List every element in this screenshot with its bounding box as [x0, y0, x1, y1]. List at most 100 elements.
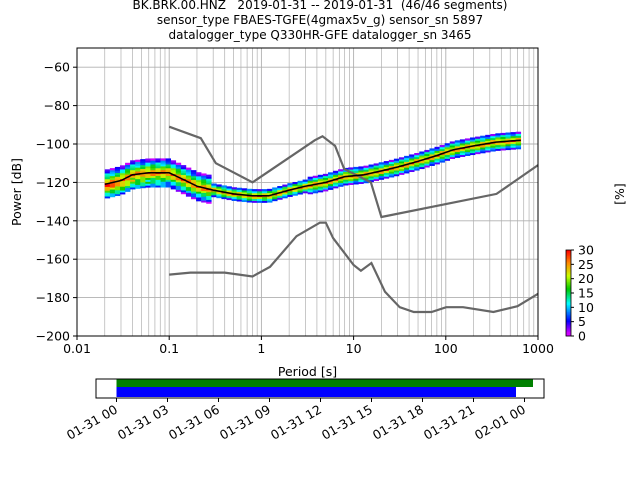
colorbar-segment	[566, 265, 571, 268]
heatmap-cell	[226, 197, 232, 201]
heatmap-cell	[256, 200, 263, 203]
heatmap-cell	[510, 145, 516, 148]
heatmap-cell	[475, 138, 481, 141]
heatmap-cell	[414, 164, 420, 167]
heatmap-cell	[241, 192, 248, 195]
heatmap-cell	[338, 169, 344, 172]
heatmap-cell	[170, 162, 177, 165]
heatmap-cell	[358, 172, 364, 175]
heatmap-cell	[145, 168, 151, 171]
heatmap-cell	[145, 181, 151, 184]
heatmap-cell	[216, 188, 222, 191]
heatmap-cell	[175, 181, 182, 185]
heatmap-cell	[485, 136, 491, 139]
heatmap-cell	[256, 196, 263, 200]
y-tick-label: −140	[36, 213, 70, 228]
heatmap-cell	[201, 179, 207, 182]
heatmap-cell	[419, 161, 425, 164]
heatmap-cell	[135, 180, 141, 184]
heatmap-cell	[368, 179, 374, 183]
heatmap-cell	[459, 145, 466, 148]
heatmap-cell	[160, 162, 166, 165]
heatmap-cell	[378, 168, 385, 171]
heatmap-cell	[155, 173, 161, 176]
heatmap-cell	[170, 169, 177, 173]
heatmap-cell	[155, 158, 161, 161]
heatmap-cell	[419, 157, 425, 160]
heatmap-cell	[307, 182, 314, 185]
heatmap-cell	[292, 191, 298, 194]
heatmap-cell	[429, 152, 435, 155]
heatmap-cell	[130, 166, 136, 169]
heatmap-cell	[343, 183, 349, 186]
heatmap-cell	[515, 137, 522, 140]
colorbar-segment	[566, 333, 571, 335]
heatmap-cell	[333, 170, 339, 173]
heatmap-cell	[373, 172, 380, 176]
heatmap-cell	[206, 201, 212, 204]
heatmap-cell	[414, 156, 420, 160]
heatmap-cell	[196, 197, 202, 200]
heatmap-cell	[145, 175, 151, 179]
heatmap-cell	[201, 196, 207, 199]
heatmap-cell	[165, 168, 172, 171]
heatmap-cell	[140, 174, 146, 177]
heatmap-cell	[170, 175, 177, 178]
heatmap-cell	[444, 156, 451, 159]
heatmap-cell	[256, 191, 263, 194]
heatmap-cell	[160, 185, 166, 188]
heatmap-cell	[180, 184, 187, 187]
heatmap-cell	[165, 164, 172, 167]
heatmap-cell	[302, 183, 308, 186]
heatmap-cell	[135, 163, 141, 166]
heatmap-cell	[190, 170, 197, 173]
heatmap-cell	[297, 184, 303, 187]
heatmap-cell	[206, 197, 212, 200]
heatmap-cell	[480, 135, 486, 138]
heatmap-cell	[490, 137, 496, 141]
heatmap-cell	[495, 135, 501, 138]
heatmap-cell	[378, 175, 385, 178]
colorbar-segment	[566, 250, 571, 252]
heatmap-cell	[135, 184, 141, 187]
heatmap-cell	[251, 196, 258, 200]
heatmap-cell	[358, 181, 364, 184]
heatmap-cell	[414, 153, 420, 156]
heatmap-cell	[398, 168, 405, 172]
heatmap-cell	[449, 152, 456, 156]
heatmap-cell	[119, 176, 126, 180]
heatmap-cell	[175, 183, 182, 187]
heatmap-cell	[398, 166, 405, 170]
heatmap-cell	[170, 177, 177, 180]
colorbar-segment	[566, 254, 571, 257]
heatmap-cell	[160, 160, 166, 163]
heatmap-cell	[424, 155, 430, 158]
heatmap-cell	[393, 162, 400, 165]
heatmap-cell	[236, 197, 243, 200]
heatmap-cell	[140, 184, 146, 187]
heatmap-cell	[317, 178, 324, 181]
heatmap-cell	[130, 177, 136, 180]
heatmap-cell	[500, 136, 506, 139]
heatmap-cell	[383, 174, 390, 177]
heatmap-cell	[353, 176, 359, 179]
heatmap-cell	[353, 170, 359, 173]
heatmap-cell	[119, 190, 126, 193]
heatmap-cell	[495, 148, 501, 151]
heatmap-cell	[388, 173, 395, 176]
heatmap-cell	[196, 191, 202, 194]
heatmap-cell	[505, 132, 511, 135]
heatmap-cell	[155, 181, 161, 184]
heatmap-cell	[119, 167, 126, 170]
heatmap-cell	[358, 168, 364, 171]
heatmap-cell	[470, 137, 476, 140]
heatmap-cell	[216, 194, 222, 197]
colorbar-segment	[566, 324, 571, 327]
heatmap-cell	[404, 161, 410, 164]
heatmap-cell	[236, 195, 243, 198]
heatmap-cell	[302, 189, 308, 192]
heatmap-cell	[398, 163, 405, 166]
heatmap-cell	[500, 142, 506, 145]
heatmap-cell	[109, 170, 116, 173]
heatmap-cell	[464, 142, 471, 145]
